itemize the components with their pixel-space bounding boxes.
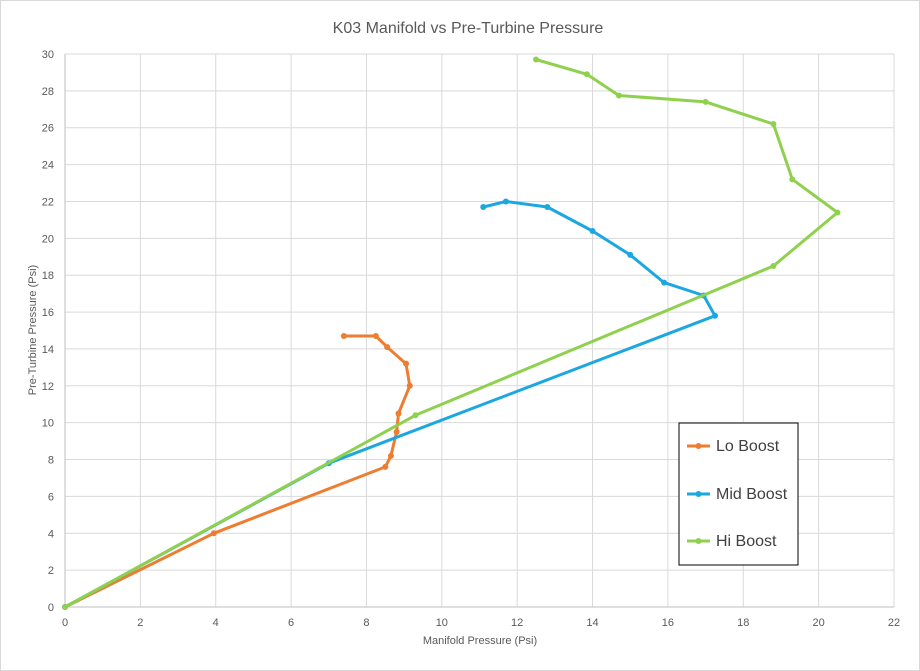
data-point-hi-boost bbox=[770, 121, 777, 128]
data-point-hi-boost bbox=[615, 92, 622, 99]
y-tick-label: 26 bbox=[42, 123, 54, 135]
y-tick-label: 8 bbox=[48, 455, 54, 467]
legend-swatch-marker bbox=[695, 443, 702, 449]
data-point-lo-boost bbox=[395, 410, 402, 417]
legend-label: Hi Boost bbox=[716, 533, 777, 550]
y-tick-label: 24 bbox=[42, 160, 54, 172]
y-tick-label: 6 bbox=[48, 491, 54, 503]
legend-entry-lo-boost: Lo Boost bbox=[687, 438, 780, 455]
series-line-mid-boost bbox=[63, 200, 717, 609]
series-hi-boost bbox=[62, 56, 841, 610]
data-point-lo-boost bbox=[406, 382, 413, 389]
y-tick-label: 16 bbox=[42, 307, 54, 319]
data-point-hi-boost bbox=[533, 56, 540, 63]
series-layer bbox=[62, 56, 841, 610]
data-point-hi-boost bbox=[834, 209, 841, 216]
axes bbox=[64, 54, 894, 608]
x-tick-label: 14 bbox=[586, 617, 598, 629]
x-tick-label: 18 bbox=[737, 617, 749, 629]
x-tick-label: 8 bbox=[363, 617, 369, 629]
data-point-lo-boost bbox=[382, 463, 389, 470]
y-tick-label: 22 bbox=[42, 196, 54, 208]
x-tick-label: 4 bbox=[213, 617, 219, 629]
data-point-hi-boost bbox=[770, 262, 777, 269]
legend-label: Lo Boost bbox=[716, 438, 780, 455]
data-point-mid-boost bbox=[544, 203, 551, 210]
x-tick-label: 0 bbox=[62, 617, 68, 629]
series-line-hi-boost bbox=[63, 58, 839, 609]
y-tick-label: 14 bbox=[42, 344, 54, 356]
y-tick-label: 12 bbox=[42, 381, 54, 393]
x-axis-label: Manifold Pressure (Psi) bbox=[423, 635, 537, 647]
series-line-lo-boost bbox=[63, 334, 412, 609]
y-tick-label: 0 bbox=[48, 602, 54, 614]
data-point-mid-boost bbox=[627, 251, 634, 258]
y-tick-label: 18 bbox=[42, 270, 54, 282]
data-point-mid-boost bbox=[661, 279, 668, 286]
data-point-mid-boost bbox=[480, 203, 487, 210]
data-point-hi-boost bbox=[412, 412, 419, 419]
data-point-lo-boost bbox=[210, 530, 217, 537]
data-point-mid-boost bbox=[589, 227, 596, 234]
legend-swatch-marker bbox=[695, 491, 702, 497]
legend-label: Mid Boost bbox=[716, 486, 788, 503]
x-tick-label: 16 bbox=[662, 617, 674, 629]
x-tick-label: 20 bbox=[813, 617, 825, 629]
data-point-lo-boost bbox=[372, 333, 379, 340]
data-point-lo-boost bbox=[340, 333, 347, 340]
y-tick-label: 20 bbox=[42, 233, 54, 245]
legend-entry-mid-boost: Mid Boost bbox=[687, 486, 788, 503]
series-lo-boost bbox=[62, 333, 413, 610]
legend-swatch-marker bbox=[695, 538, 702, 544]
data-point-hi-boost bbox=[702, 98, 709, 105]
legend: Lo Boost Mid Boost Hi Boost bbox=[678, 422, 799, 566]
x-tick-label: 22 bbox=[888, 617, 900, 629]
series-mid-boost bbox=[62, 198, 719, 610]
data-point-lo-boost bbox=[403, 360, 410, 367]
chart-title: K03 Manifold vs Pre-Turbine Pressure bbox=[333, 20, 604, 37]
data-point-lo-boost bbox=[393, 428, 400, 435]
data-point-mid-boost bbox=[502, 198, 509, 205]
x-tick-label: 12 bbox=[511, 617, 523, 629]
y-tick-label: 30 bbox=[42, 49, 54, 61]
data-point-hi-boost bbox=[583, 71, 590, 78]
data-point-hi-boost bbox=[62, 604, 68, 610]
data-point-lo-boost bbox=[387, 452, 394, 459]
data-point-mid-boost bbox=[712, 312, 719, 319]
gridlines bbox=[65, 53, 895, 607]
y-tick-label: 28 bbox=[42, 86, 54, 98]
y-tick-label: 2 bbox=[48, 565, 54, 577]
y-tick-label: 10 bbox=[42, 418, 54, 430]
y-tick-label: 4 bbox=[48, 528, 54, 540]
tick-labels: 0 2 4 6 8 10 12 14 16 18 20 22024681012141618202224… bbox=[42, 49, 900, 629]
x-tick-label: 2 bbox=[137, 617, 143, 629]
y-axis-label: Pre-Turbine Pressure (Psi) bbox=[27, 265, 39, 395]
x-tick-label: 10 bbox=[436, 617, 448, 629]
x-tick-label: 6 bbox=[288, 617, 294, 629]
data-point-lo-boost bbox=[384, 344, 391, 351]
legend-entry-hi-boost: Hi Boost bbox=[687, 533, 777, 550]
data-point-hi-boost bbox=[789, 176, 796, 183]
